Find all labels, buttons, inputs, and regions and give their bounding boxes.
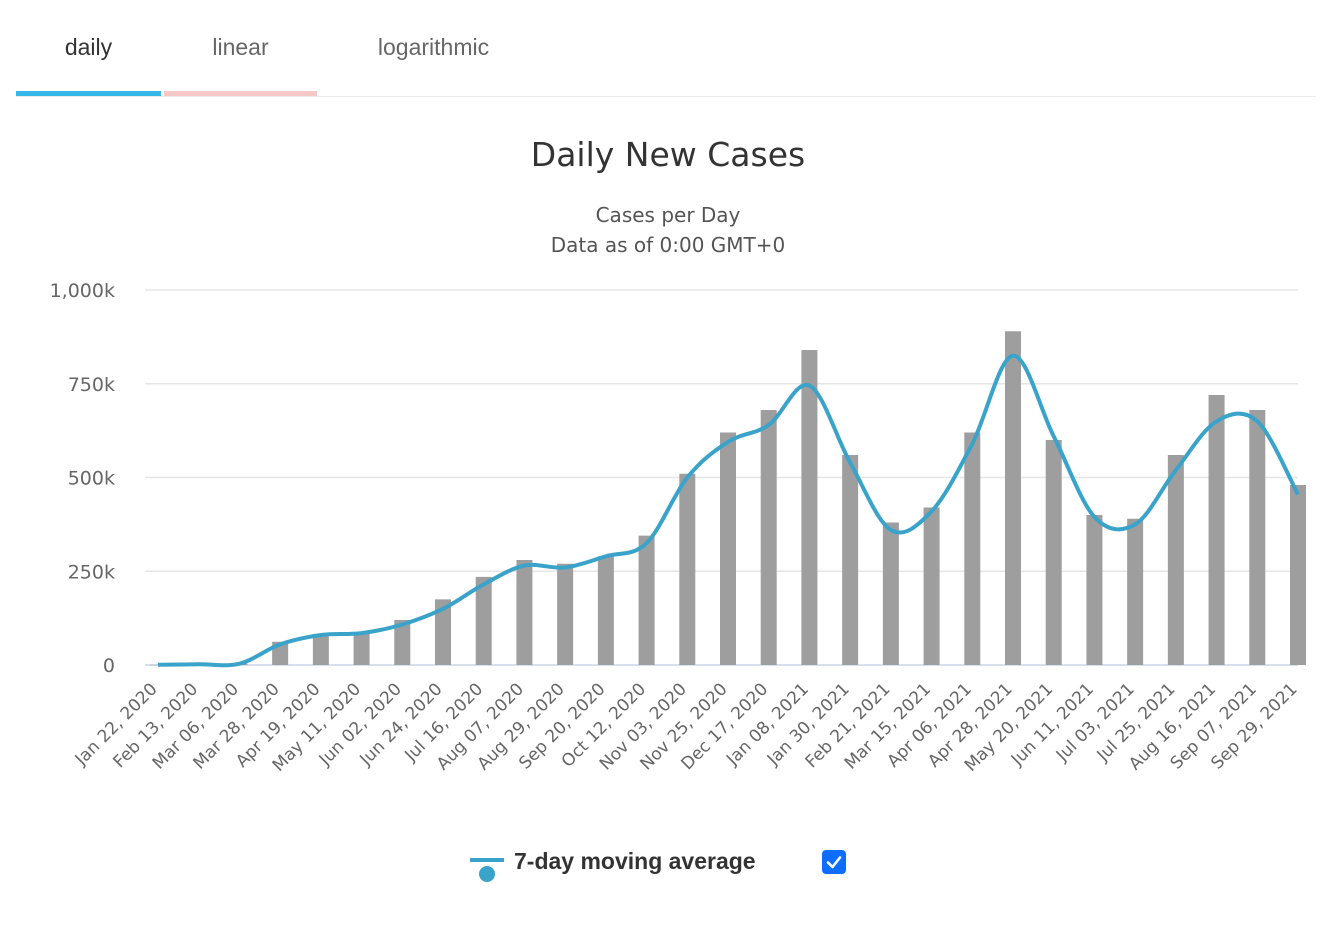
case-bar	[150, 664, 166, 666]
legend-dot	[479, 866, 495, 882]
tab-logarithmic[interactable]: logarithmic	[346, 0, 521, 96]
tab-logarithmic-label: logarithmic	[377, 34, 490, 60]
case-bar	[516, 560, 533, 665]
moving-average-line	[157, 353, 1300, 668]
tab-daily-label: daily	[64, 34, 113, 60]
case-bar	[1167, 455, 1184, 665]
case-bar	[475, 576, 492, 665]
case-bar	[1127, 518, 1144, 665]
case-bar	[1208, 395, 1225, 665]
y-tick-label: 500k	[68, 468, 115, 490]
line-with-dot-icon	[470, 858, 504, 882]
case-bar	[1045, 440, 1062, 665]
chart-legend: 7-day moving average	[0, 840, 1332, 882]
y-tick-label: 250k	[68, 561, 115, 583]
case-bar	[964, 432, 981, 665]
case-bar	[842, 455, 859, 665]
tab-linear-label: linear	[212, 34, 269, 60]
y-tick-label: 0	[103, 655, 115, 677]
tab-daily[interactable]: daily	[16, 0, 161, 96]
case-bar	[1249, 410, 1266, 665]
case-bar	[882, 522, 899, 665]
case-bar	[760, 410, 777, 665]
chart-subtitle-line-1: Cases per Day	[596, 203, 741, 227]
tab-linear-underline	[164, 91, 317, 96]
daily-case-bars	[150, 331, 1306, 666]
daily-cases-chart: Daily New Cases Cases per Day Data as of…	[50, 135, 1306, 776]
y-tick-label: 750k	[68, 374, 115, 396]
case-bar	[801, 350, 818, 665]
y-tick-label: 1,000k	[50, 280, 115, 302]
case-bar	[353, 632, 370, 665]
case-bar	[638, 535, 655, 665]
case-bar	[1005, 331, 1021, 665]
y-axis-tick-labels: 0 250k 500k 750k 1,000k	[50, 280, 115, 677]
case-bar	[720, 432, 736, 665]
case-bar	[1086, 515, 1103, 665]
case-bar	[557, 563, 574, 665]
tab-daily-underline	[16, 91, 161, 96]
case-bar	[312, 633, 329, 665]
case-bar	[435, 599, 451, 665]
moving-average-checkbox[interactable]	[822, 850, 846, 874]
checkmark-icon	[826, 856, 842, 869]
case-bar	[394, 620, 411, 665]
case-bar	[1290, 485, 1306, 665]
case-bar	[679, 473, 696, 665]
tab-linear[interactable]: linear	[164, 0, 317, 96]
legend-label: 7-day moving average	[514, 848, 756, 874]
chart-tab-bar: daily linear logarithmic	[16, 0, 1316, 97]
case-bar	[923, 507, 940, 665]
case-bar	[597, 556, 614, 665]
moving-average-line-group	[157, 353, 1300, 668]
chart-subtitle-line-2: Data as of 0:00 GMT+0	[551, 233, 786, 257]
chart-title: Daily New Cases	[531, 135, 805, 174]
